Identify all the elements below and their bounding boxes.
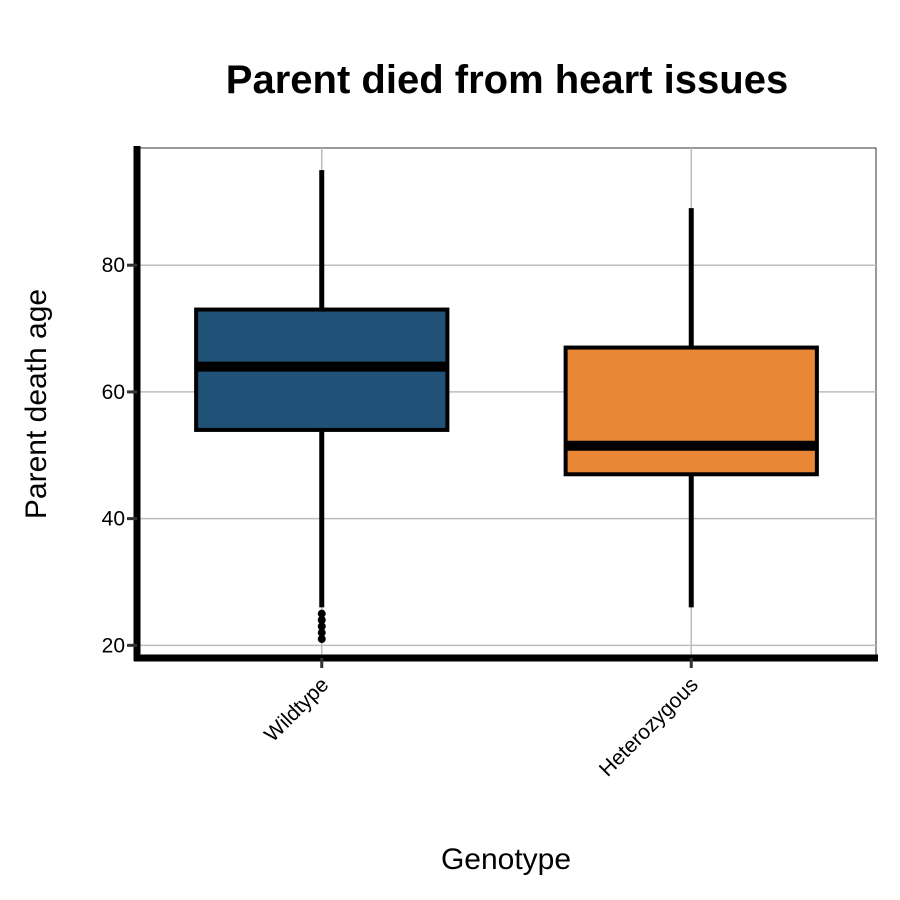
y-tick-label: 20 — [102, 634, 125, 657]
outlier-point — [317, 609, 326, 618]
y-tick-label: 80 — [102, 254, 125, 277]
x-tick-layer: Wildtype Heterozygous — [260, 658, 703, 781]
box-heterozygous — [563, 208, 819, 608]
y-tick-label: 40 — [102, 508, 125, 531]
y-axis-title: Parent death age — [20, 289, 53, 519]
x-tick-label: Heterozygous — [595, 673, 703, 781]
x-tick-label: Wildtype — [260, 673, 333, 746]
x-axis-title: Genotype — [441, 843, 571, 876]
outlier-point — [317, 622, 326, 631]
box-wildtype — [194, 170, 450, 643]
iqr-box — [563, 345, 819, 477]
outlier-point — [317, 628, 326, 637]
y-tick-layer: 20 40 60 80 — [102, 254, 137, 657]
y-tick-label: 60 — [102, 381, 125, 404]
chart-title: Parent died from heart issues — [226, 58, 788, 102]
outlier-point — [317, 615, 326, 624]
outlier-point — [317, 634, 326, 643]
box-layer — [194, 170, 819, 643]
